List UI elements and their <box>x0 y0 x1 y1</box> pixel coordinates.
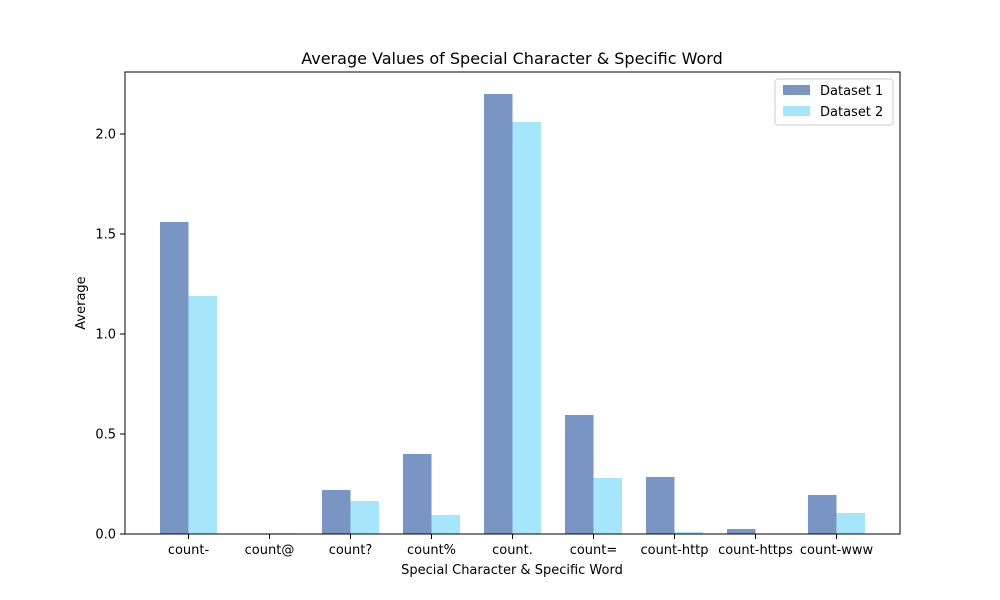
x-tick-label: count-https <box>718 543 793 558</box>
x-axis-label: Special Character & Specific Word <box>401 563 623 578</box>
x-axis: count-count@ count? count% count. count= coun… <box>168 534 874 558</box>
bar-series-1-count-http <box>646 477 675 534</box>
bar-series-2-count-www <box>836 513 865 534</box>
bar-series-1-count- <box>403 454 432 534</box>
bar-series-1-count-www <box>808 495 837 534</box>
legend-label-dataset-2: Dataset 2 <box>820 105 883 120</box>
legend-swatch-dataset-2 <box>783 106 810 116</box>
bars-group <box>160 94 865 534</box>
x-tick-label: count- <box>168 543 210 558</box>
x-tick-label: count-www <box>800 543 874 558</box>
bar-series-1-count- <box>484 94 513 534</box>
y-tick-label: 2.0 <box>95 128 116 143</box>
x-tick-label: count. <box>492 543 533 558</box>
y-tick-label: 1.0 <box>95 328 116 343</box>
bar-series-2-count- <box>593 478 622 534</box>
legend-label-dataset-1: Dataset 1 <box>820 84 883 99</box>
bar-series-2-count- <box>188 296 217 534</box>
y-tick-label: 0.0 <box>95 528 116 543</box>
x-tick-label: count= <box>570 543 618 558</box>
bar-series-1-count- <box>322 490 351 534</box>
x-tick-label: count-http <box>640 543 708 558</box>
bar-series-1-count-https <box>727 529 756 534</box>
bar-series-1-count- <box>565 415 594 534</box>
legend-swatch-dataset-1 <box>783 85 810 95</box>
bar-series-2-count-http <box>674 532 703 534</box>
y-axis: 0.0 0.5 1.0 1.5 2.0 <box>95 128 125 543</box>
bar-series-2-count- <box>350 501 379 534</box>
bar-series-1-count- <box>160 222 189 534</box>
chart-title: Average Values of Special Character & Sp… <box>301 49 723 68</box>
y-tick-label: 0.5 <box>95 428 116 443</box>
x-tick-label: count? <box>329 543 373 558</box>
y-axis-label: Average <box>74 276 89 329</box>
bar-series-2-count- <box>431 515 460 534</box>
bar-series-2-count- <box>512 122 541 534</box>
x-tick-label: count@ <box>245 543 295 558</box>
x-tick-label: count% <box>407 543 456 558</box>
legend: Dataset 1 Dataset 2 <box>774 78 894 126</box>
y-tick-label: 1.5 <box>95 228 116 243</box>
